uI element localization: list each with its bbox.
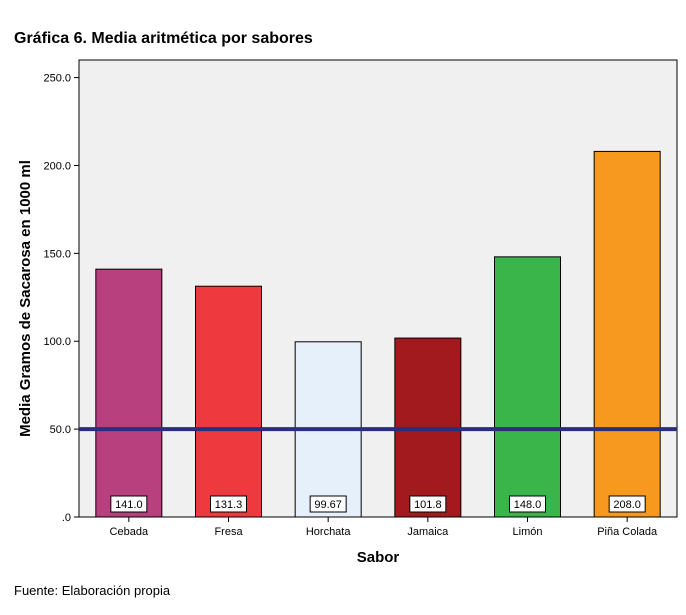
y-tick-label: 50.0 <box>50 424 71 436</box>
chart-title: Gráfica 6. Media aritmética por sabores <box>14 30 313 47</box>
x-tick-label: Jamaica <box>407 526 449 538</box>
x-axis-title: Sabor <box>357 549 400 566</box>
x-tick-label: Limón <box>513 526 543 538</box>
data-label-box <box>608 495 646 513</box>
y-tick-label: .0 <box>62 512 71 524</box>
data-label-box <box>409 495 447 513</box>
y-tick-label: 150.0 <box>43 248 71 260</box>
bar <box>95 268 163 518</box>
y-axis-title: Media Gramos de Sacarosa en 1000 ml <box>17 160 34 437</box>
x-tick-label: Piña Colada <box>597 526 658 538</box>
source-note: Fuente: Elaboración propia <box>14 583 171 598</box>
data-label: 148.0 <box>514 499 542 511</box>
data-label: 141.0 <box>115 499 143 511</box>
data-label: 101.8 <box>414 499 442 511</box>
y-tick-label: 200.0 <box>43 160 71 172</box>
bar <box>195 285 262 518</box>
data-label: 208.0 <box>613 499 641 511</box>
y-tick-label: 250.0 <box>43 73 71 85</box>
plot-area <box>78 59 678 518</box>
data-label: 131.3 <box>215 499 243 511</box>
data-label-box <box>509 495 546 513</box>
bar <box>494 256 561 518</box>
y-tick-label: 100.0 <box>43 336 71 348</box>
data-label-box <box>210 495 247 513</box>
x-tick-label: Fresa <box>214 526 243 538</box>
bar <box>593 150 661 518</box>
data-label: 99.67 <box>314 499 342 511</box>
x-tick-label: Cebada <box>110 526 149 538</box>
x-tick-label: Horchata <box>306 526 352 538</box>
data-label-box <box>309 495 347 513</box>
data-label-box <box>110 495 148 513</box>
